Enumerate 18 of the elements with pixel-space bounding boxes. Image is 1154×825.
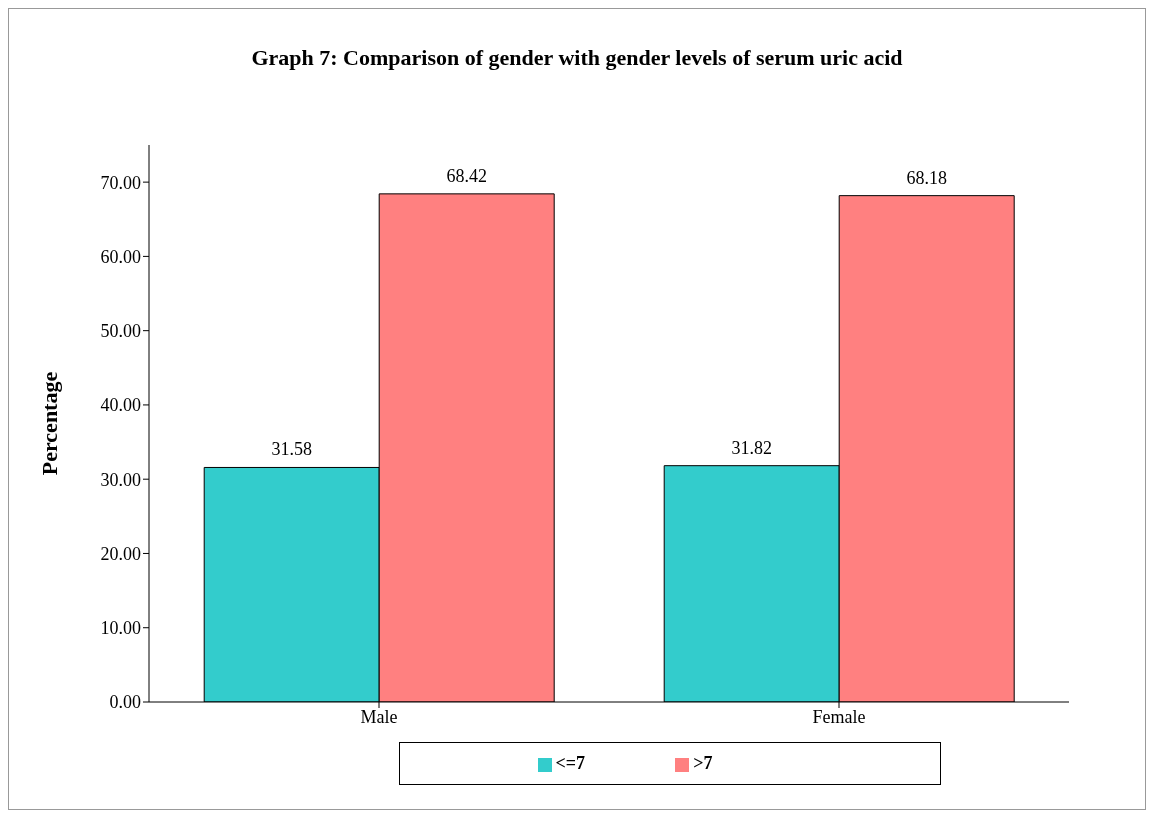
x-tick-label: Female [812,706,866,727]
y-tick-label: 30.00 [100,469,141,490]
data-label: 68.18 [906,167,947,188]
y-tick-label: 50.00 [100,321,141,342]
data-label: 31.58 [271,439,312,460]
legend-label: >7 [693,753,713,773]
y-tick-label: 40.00 [100,395,141,416]
y-tick-label: 60.00 [100,246,141,267]
x-tick-label: Male [360,706,398,727]
y-tick-label: 20.00 [100,543,141,564]
data-label: 31.82 [731,437,772,458]
y-tick-label: 10.00 [100,618,141,639]
legend-label: <=7 [555,753,586,773]
y-axis-title: Percentage [36,371,62,476]
chart-title: Graph 7: Comparison of gender with gender levels of serum uric acid [250,44,904,72]
y-tick-label: 70.00 [100,172,141,193]
data-label: 68.42 [446,165,487,186]
y-tick-label: 0.00 [109,692,141,713]
